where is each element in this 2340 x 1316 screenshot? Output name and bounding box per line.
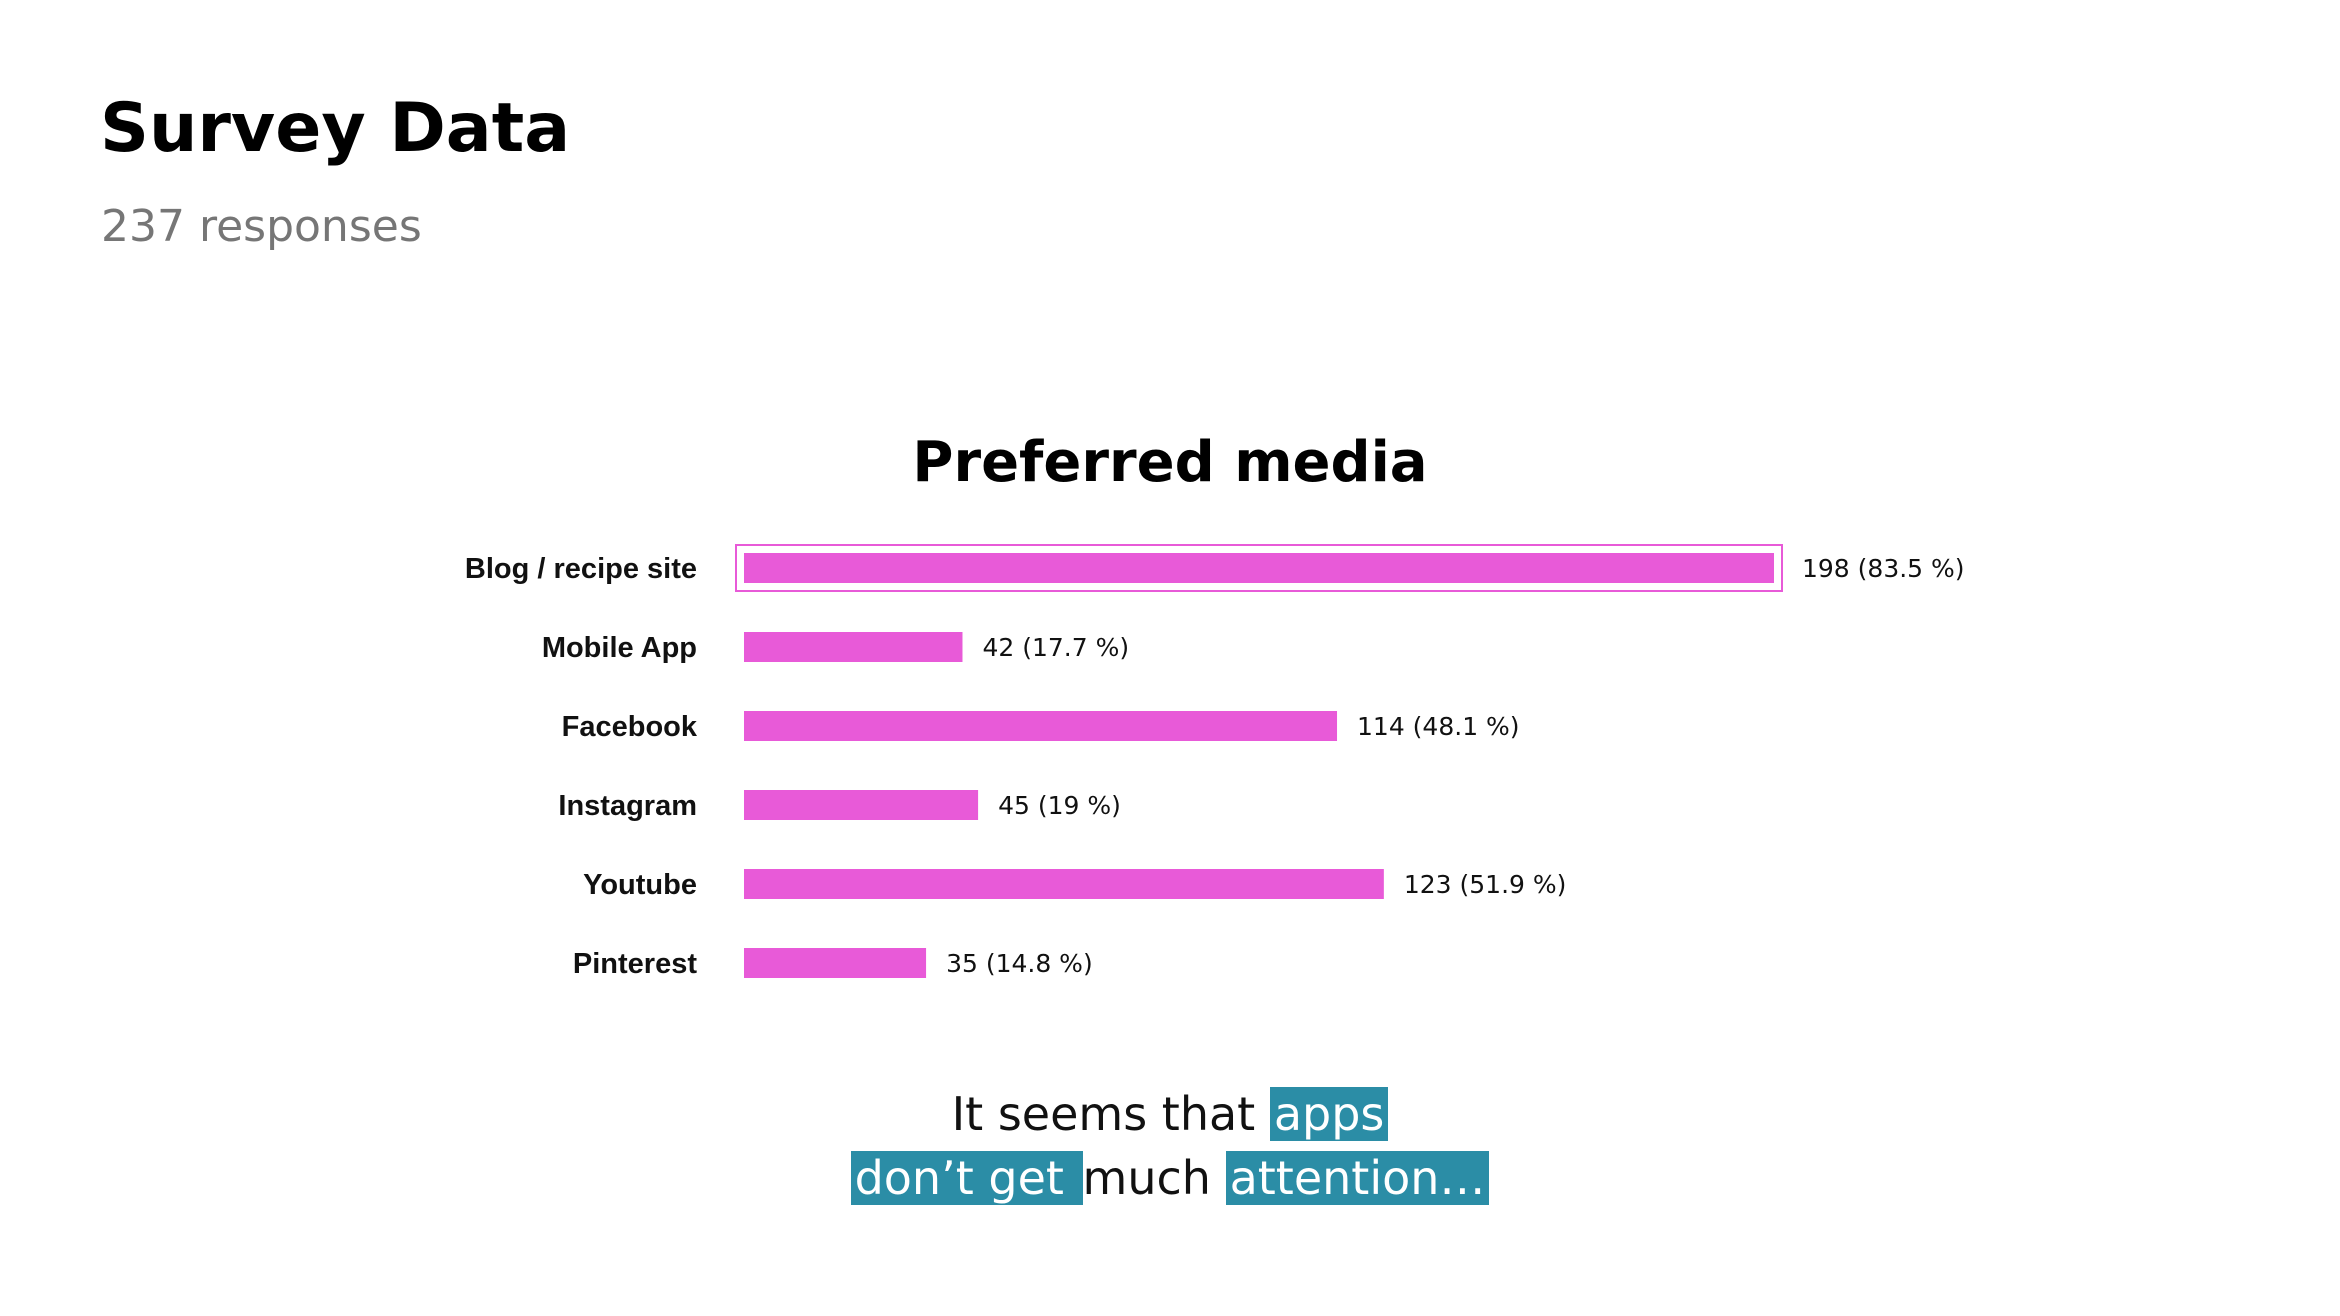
bar bbox=[744, 632, 963, 662]
data-label: 42 (17.7 %) bbox=[982, 633, 1129, 662]
category-label: Blog / recipe site bbox=[465, 553, 697, 585]
bar bbox=[744, 711, 1338, 741]
category-label: Instagram bbox=[558, 790, 697, 822]
highlight-frame bbox=[735, 544, 1783, 592]
note-text: It seems that bbox=[951, 1087, 1270, 1141]
chart-title: Preferred media bbox=[912, 430, 1428, 495]
data-label: 123 (51.9 %) bbox=[1404, 870, 1567, 899]
bar bbox=[744, 790, 979, 820]
note-line-1: It seems that apps bbox=[0, 1082, 2340, 1146]
data-label: 198 (83.5 %) bbox=[1802, 554, 1965, 583]
category-label: Youtube bbox=[583, 869, 697, 901]
note-highlight-attention: attention… bbox=[1225, 1151, 1490, 1205]
note-line-2: don’t get much attention… bbox=[0, 1146, 2340, 1210]
category-label: Pinterest bbox=[573, 948, 697, 980]
category-label: Mobile App bbox=[542, 632, 697, 664]
data-label: 35 (14.8 %) bbox=[946, 949, 1093, 978]
bar bbox=[744, 553, 1774, 583]
response-count: 237 responses bbox=[101, 201, 422, 252]
bar-chart: Blog / recipe site 198 (83.5 %) Mobile App… bbox=[465, 544, 1965, 980]
note-highlight-apps: apps bbox=[1269, 1087, 1389, 1141]
data-label: 45 (19 %) bbox=[998, 791, 1121, 820]
note-text: much bbox=[1082, 1151, 1226, 1205]
bar bbox=[744, 869, 1384, 899]
note-highlight-dont-get: don’t get bbox=[850, 1151, 1083, 1205]
category-label: Facebook bbox=[562, 711, 698, 743]
data-label: 114 (48.1 %) bbox=[1357, 712, 1520, 741]
conclusion-note: It seems that apps don’t get much attent… bbox=[0, 1082, 2340, 1210]
page-title: Survey Data bbox=[100, 89, 571, 168]
bar bbox=[744, 948, 927, 978]
